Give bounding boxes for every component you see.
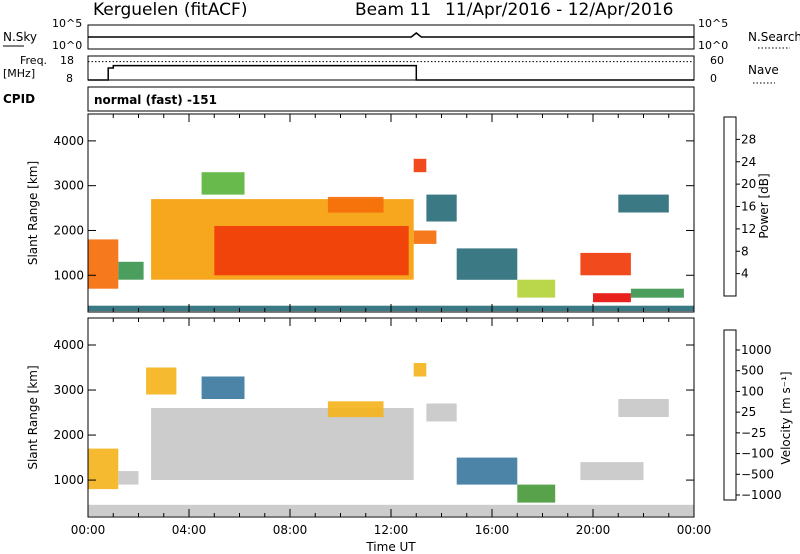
velocity-cell (88, 448, 119, 490)
power-ytick-label: 4000 (53, 134, 84, 148)
cpid-label: CPID (3, 92, 35, 106)
power-ytick-label: 3000 (53, 179, 84, 193)
velocity-colorbar-label: 100 (741, 384, 764, 398)
power-cell (201, 172, 245, 195)
velocity-colorbar-label: −25 (741, 426, 766, 440)
nave-label: Nave (748, 63, 779, 77)
velocity-cell (580, 462, 644, 481)
power-colorbar-label: 24 (741, 155, 756, 169)
power-ytick-label: 1000 (53, 268, 84, 282)
power-colorbar-label: 16 (741, 200, 756, 214)
power-colorbar-label: 4 (741, 267, 749, 281)
nsky-tick-bottom: 10^0 (52, 39, 82, 52)
nsky-line (88, 32, 694, 38)
power-colorbar-label: 12 (741, 222, 756, 236)
velocity-cell (426, 403, 457, 422)
velocity-colorbar-label: −500 (741, 467, 774, 481)
power-cell (327, 196, 384, 213)
velocity-colorbar-label: −1000 (741, 488, 782, 502)
power-ytick-label: 2000 (53, 223, 84, 237)
velocity-ytick-label: 1000 (53, 473, 84, 487)
velocity-cell (118, 471, 139, 485)
xaxis-title: Time UT (365, 540, 416, 554)
velocity-colorbar-label: 25 (741, 405, 756, 419)
velocity-ytick-label: 3000 (53, 383, 84, 397)
velocity-cell (201, 376, 245, 399)
beam-label: Beam 11 (355, 0, 432, 20)
velocity-cell (618, 399, 669, 417)
power-colorbar-title: Power [dB] (757, 173, 771, 238)
power-cell (426, 194, 457, 222)
velocity-ytick-label: 2000 (53, 428, 84, 442)
cpid-value: normal (fast) -151 (94, 93, 217, 107)
xtick-label: 00:00 (677, 523, 712, 537)
velocity-colorbar-frame (723, 329, 737, 501)
power-cell (118, 261, 144, 280)
power-cell (456, 248, 518, 280)
nsky-label: N.Sky (3, 30, 37, 44)
xtick-label: 08:00 (273, 523, 308, 537)
power-colorbar-label: 8 (741, 244, 749, 258)
xtick-label: 12:00 (374, 523, 409, 537)
xtick-label: 20:00 (576, 523, 611, 537)
freq-label: Freq. (20, 54, 47, 67)
power-colorbar-label: 20 (741, 177, 756, 191)
freq-tick-top: 18 (60, 54, 74, 67)
power-ylabel: Slant Range [km] (26, 161, 40, 265)
velocity-colorbar-label: 500 (741, 364, 764, 378)
power-colorbar-frame (723, 116, 737, 297)
velocity-ylabel: Slant Range [km] (26, 365, 40, 469)
velocity-cell (327, 401, 384, 418)
xtick-label: 04:00 (172, 523, 207, 537)
power-cell (618, 194, 669, 213)
freq-tick-bottom: 8 (66, 72, 73, 85)
xtick-label: 16:00 (475, 523, 510, 537)
power-cell (214, 226, 409, 276)
station-title: Kerguelen (fitACF) (93, 0, 248, 20)
nsky-tick-top: 10^5 (52, 17, 82, 30)
velocity-colorbar-label: −100 (741, 447, 774, 461)
xtick-label: 00:00 (71, 523, 106, 537)
velocity-cell (151, 408, 414, 480)
velocity-cell (413, 363, 427, 377)
power-cell (580, 252, 631, 276)
power-cell (88, 239, 119, 289)
nave-tick-top: 60 (710, 54, 724, 67)
nsearch-tick-bottom: 10^0 (698, 39, 728, 52)
freq-frame (87, 55, 695, 81)
date-range: 11/Apr/2016 - 12/Apr/2016 (445, 0, 674, 20)
power-cell (517, 279, 556, 298)
freq-unit-label: [MHz] (3, 67, 35, 80)
velocity-colorbar-label: 1000 (741, 343, 772, 357)
power-colorbar-label: 28 (741, 132, 756, 146)
velocity-cell (517, 484, 556, 503)
velocity-colorbar-title: Velocity [m s⁻¹] (779, 371, 793, 464)
cpid-frame (87, 86, 695, 112)
power-cell (630, 288, 684, 298)
velocity-ytick-label: 4000 (53, 338, 84, 352)
nsearch-tick-top: 10^5 (698, 17, 728, 30)
nsearch-label: N.Search (748, 30, 800, 44)
power-cell (413, 158, 427, 173)
nave-tick-bottom: 0 (710, 72, 717, 85)
power-cell (593, 293, 631, 303)
power-cell (413, 230, 437, 244)
velocity-cell (456, 457, 518, 485)
velocity-cell (146, 367, 177, 395)
freq-line (88, 64, 694, 81)
